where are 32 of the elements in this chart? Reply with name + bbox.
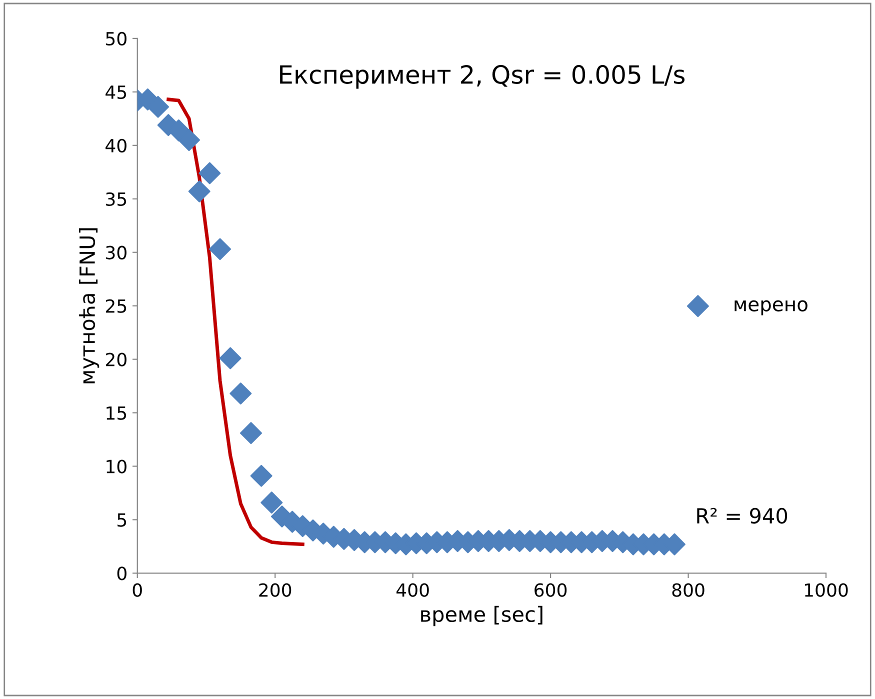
- point: [230, 382, 252, 405]
- point: [198, 162, 221, 184]
- y-tick-label: 15: [106, 406, 126, 420]
- y-tick-label: 45: [106, 86, 126, 100]
- x-tick-label: 1000: [805, 583, 848, 597]
- point: [147, 96, 170, 118]
- y-tick-label: 50: [106, 32, 126, 46]
- y-tick-label: 25: [106, 299, 126, 313]
- y-tick-label: 30: [106, 246, 126, 260]
- point: [209, 238, 232, 260]
- y-tick-label: 10: [106, 460, 126, 474]
- y-tick-label: 40: [106, 138, 126, 153]
- x-tick-label: 0: [132, 583, 142, 597]
- x-axis-title: време [sec]: [421, 606, 542, 626]
- point: [188, 180, 210, 202]
- y-axis-title: мутноћа [FNU]: [78, 228, 100, 384]
- y-tick-label: 5: [118, 513, 126, 527]
- y-tick-label: 20: [106, 352, 126, 366]
- text: Експеримент 2, Qsr = 0.005 L/s: [280, 65, 685, 89]
- point: [260, 492, 283, 514]
- point: [178, 129, 200, 152]
- x-tick-label: 800: [672, 583, 704, 597]
- point: [250, 464, 272, 487]
- point: [219, 347, 242, 370]
- y-tick-label: 0: [117, 566, 126, 580]
- x-tick-label: 400: [396, 583, 429, 597]
- point: [240, 422, 262, 444]
- y-tick-label: 35: [106, 192, 126, 206]
- annotation: R² = 940: [697, 508, 788, 524]
- x-tick-label: 200: [259, 583, 292, 597]
- x-tick-label: 600: [534, 583, 567, 597]
- legend-label: мерено: [734, 300, 808, 316]
